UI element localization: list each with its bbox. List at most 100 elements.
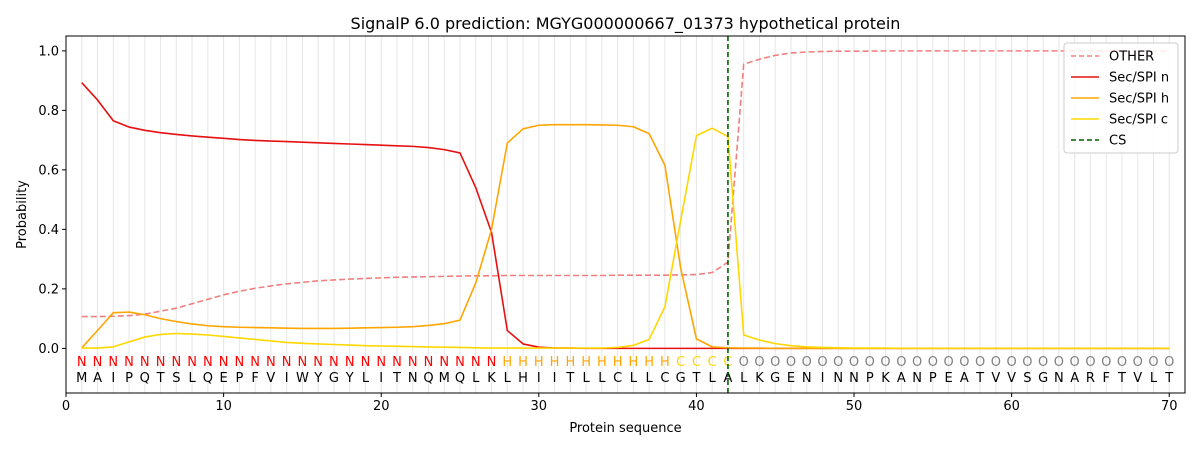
residue-label: T bbox=[392, 371, 401, 386]
region-label: N bbox=[361, 355, 371, 370]
residue-label: A bbox=[723, 371, 732, 386]
residue-label: R bbox=[1086, 371, 1095, 386]
y-tick-label: 0.6 bbox=[38, 163, 59, 178]
region-label: H bbox=[644, 355, 654, 370]
region-label: O bbox=[1070, 355, 1080, 370]
region-label: O bbox=[817, 355, 827, 370]
residue-label: E bbox=[219, 371, 227, 386]
region-label: O bbox=[1085, 355, 1095, 370]
region-label: O bbox=[739, 355, 749, 370]
region-label: O bbox=[833, 355, 843, 370]
legend-entry: Sec/SPI n bbox=[1109, 71, 1169, 86]
residue-label: A bbox=[93, 371, 102, 386]
residue-label: E bbox=[787, 371, 795, 386]
legend-entry: CS bbox=[1109, 134, 1126, 149]
region-label: N bbox=[187, 355, 197, 370]
region-label: O bbox=[786, 355, 796, 370]
region-label: O bbox=[912, 355, 922, 370]
residue-label: Y bbox=[313, 371, 322, 386]
region-label: O bbox=[849, 355, 859, 370]
residue-label: G bbox=[770, 371, 780, 386]
x-tick-label: 40 bbox=[688, 399, 705, 414]
region-label: N bbox=[108, 355, 118, 370]
residue-label: F bbox=[251, 371, 258, 386]
legend-entry: Sec/SPI h bbox=[1109, 92, 1169, 107]
region-label: O bbox=[865, 355, 875, 370]
residue-label: V bbox=[1133, 371, 1142, 386]
residue-label: I bbox=[537, 371, 541, 386]
y-tick-label: 0.4 bbox=[38, 223, 59, 238]
region-label: N bbox=[250, 355, 260, 370]
region-label: O bbox=[1117, 355, 1127, 370]
residue-label: P bbox=[235, 371, 243, 386]
residue-label: L bbox=[1150, 371, 1158, 386]
residue-label: L bbox=[740, 371, 748, 386]
legend-box bbox=[1063, 42, 1179, 154]
region-label: N bbox=[408, 355, 418, 370]
region-label: H bbox=[550, 355, 560, 370]
residue-label: V bbox=[266, 371, 275, 386]
region-label: N bbox=[93, 355, 103, 370]
region-label: N bbox=[298, 355, 308, 370]
axes: 0 10 20 30 40 50 60 70 0.0 0.2 0.4 0.6 0.8 1.0 bbox=[38, 44, 1177, 414]
residue-label: P bbox=[125, 371, 133, 386]
residue-label: Q bbox=[140, 371, 150, 386]
region-label: N bbox=[156, 355, 166, 370]
y-tick-label: 0.2 bbox=[38, 282, 59, 297]
x-axis-label: Protein sequence bbox=[569, 421, 681, 436]
residue-label: A bbox=[960, 371, 969, 386]
region-label: O bbox=[991, 355, 1001, 370]
residue-label: N bbox=[849, 371, 859, 386]
region-label: N bbox=[329, 355, 339, 370]
residue-label: K bbox=[755, 371, 764, 386]
legend-entry: OTHER bbox=[1109, 50, 1154, 65]
residue-label: N bbox=[408, 371, 418, 386]
region-label: O bbox=[1054, 355, 1064, 370]
residue-label: I bbox=[111, 371, 115, 386]
legend-entry: Sec/SPI c bbox=[1109, 113, 1168, 128]
residue-label: T bbox=[565, 371, 574, 386]
region-label: O bbox=[754, 355, 764, 370]
residue-label: G bbox=[329, 371, 339, 386]
residue-label: L bbox=[504, 371, 512, 386]
residue-label: T bbox=[1164, 371, 1173, 386]
legend: OTHER Sec/SPI n Sec/SPI h Sec/SPI c CS bbox=[1063, 42, 1179, 154]
region-label: H bbox=[628, 355, 638, 370]
region-label: H bbox=[502, 355, 512, 370]
region-label: H bbox=[581, 355, 591, 370]
residue-label: H bbox=[518, 371, 528, 386]
residue-label: L bbox=[709, 371, 717, 386]
region-label: N bbox=[424, 355, 434, 370]
region-label: O bbox=[975, 355, 985, 370]
residue-label: W bbox=[296, 371, 309, 386]
residue-label: F bbox=[1102, 371, 1109, 386]
residue-label: N bbox=[802, 371, 812, 386]
sequence-annotations: NMNANINPNQNTNSNLNQNENPNFNVNINWNYNGNYNLNI… bbox=[76, 355, 1174, 386]
region-label: N bbox=[234, 355, 244, 370]
plot-frame bbox=[65, 35, 1186, 394]
region-label: O bbox=[896, 355, 906, 370]
residue-label: I bbox=[821, 371, 825, 386]
region-label: C bbox=[676, 355, 685, 370]
series-line-other bbox=[81, 50, 1170, 318]
region-label: N bbox=[455, 355, 465, 370]
region-label: O bbox=[770, 355, 780, 370]
residue-label: S bbox=[172, 371, 180, 386]
region-label: O bbox=[880, 355, 890, 370]
residue-label: V bbox=[991, 371, 1000, 386]
grid-lines bbox=[81, 36, 1170, 393]
residue-label: Q bbox=[455, 371, 465, 386]
residue-label: L bbox=[362, 371, 370, 386]
region-label: N bbox=[140, 355, 150, 370]
residue-label: P bbox=[929, 371, 937, 386]
residue-label: K bbox=[881, 371, 890, 386]
x-tick-label: 0 bbox=[62, 399, 70, 414]
residue-label: Y bbox=[345, 371, 354, 386]
region-label: H bbox=[597, 355, 607, 370]
region-label: C bbox=[723, 355, 732, 370]
residue-label: K bbox=[487, 371, 496, 386]
chart-title: SignalP 6.0 prediction: MGYG000000667_01… bbox=[351, 14, 901, 34]
region-label: N bbox=[171, 355, 181, 370]
residue-label: V bbox=[1007, 371, 1016, 386]
